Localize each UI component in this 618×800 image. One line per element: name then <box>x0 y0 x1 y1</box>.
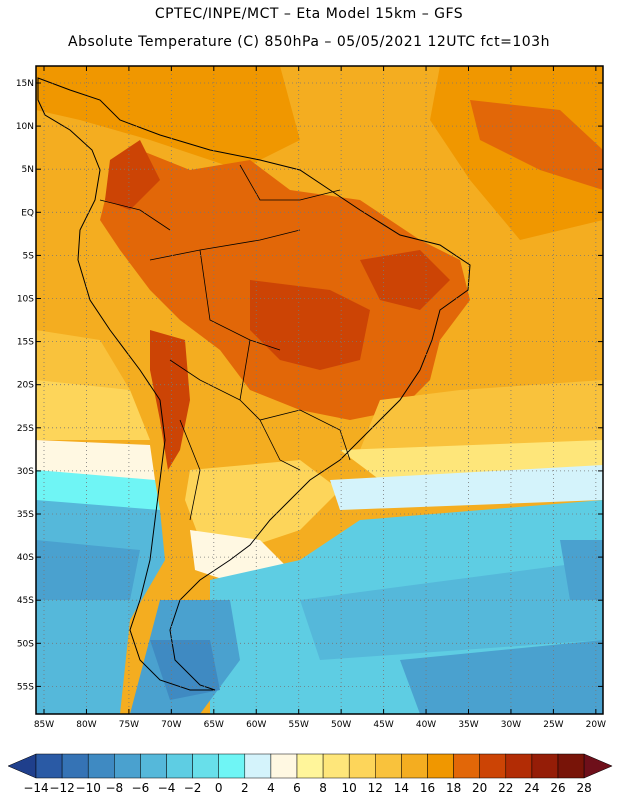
colorbar-swatch <box>35 753 63 779</box>
colorbar-swatch <box>322 753 350 779</box>
lat-label: 30S <box>17 467 34 477</box>
lon-label: 55W <box>289 720 309 730</box>
colorbar-swatch <box>401 753 428 779</box>
colorbar-label: −6 <box>132 781 150 795</box>
colorbar-label: −10 <box>76 781 101 795</box>
lat-label: 5S <box>23 251 35 261</box>
colorbar-swatch <box>192 753 219 779</box>
colorbar-label: 6 <box>293 781 301 795</box>
map-frame <box>35 65 604 715</box>
colorbar-swatch <box>244 753 272 779</box>
colorbar-label: 28 <box>576 781 591 795</box>
colorbar-label: 26 <box>550 781 565 795</box>
colorbar-swatch <box>296 753 324 779</box>
colorbar-swatch <box>427 753 454 779</box>
colorbar-label: 0 <box>215 781 223 795</box>
coastline <box>37 77 471 691</box>
colorbar-swatch <box>140 753 167 779</box>
colorbar-swatch <box>114 753 141 779</box>
colorbar-labels: −14 −12 −10 −8 −6 −4 −2 0 2 4 6 8 10 12 14 16 18 20 22 24 26… <box>23 781 591 795</box>
lon-label: 45W <box>373 720 393 730</box>
chart-title-line-2: Absolute Temperature (C) 850hPa – 05/05/… <box>68 34 550 50</box>
lat-label: 10S <box>17 295 34 305</box>
colorbar-swatch <box>557 753 585 779</box>
lat-label: 35S <box>17 510 34 520</box>
lon-label: 75W <box>119 720 139 730</box>
colorbar-label: 24 <box>524 781 539 795</box>
colorbar-swatch <box>479 753 507 779</box>
lat-label: 25S <box>17 424 34 434</box>
lon-label: 35W <box>458 720 478 730</box>
colorbar <box>7 753 613 779</box>
temperature-field <box>36 66 603 714</box>
colorbar-swatch <box>531 753 559 779</box>
colorbar-swatch <box>270 753 298 779</box>
colorbar-swatch <box>453 753 480 779</box>
colorbar-label: 18 <box>446 781 461 795</box>
colorbar-swatch <box>61 753 89 779</box>
colorbar-swatch <box>505 753 533 779</box>
lat-lon-grid <box>36 66 603 714</box>
lon-label: 80W <box>76 720 96 730</box>
lat-label: 40S <box>17 553 34 563</box>
colorbar-high-arrow <box>583 753 613 779</box>
colorbar-swatch <box>375 753 402 779</box>
lon-label: 30W <box>501 720 521 730</box>
lat-label: 5N <box>22 165 34 175</box>
colorbar-swatch <box>166 753 193 779</box>
colorbar-label: 10 <box>342 781 357 795</box>
colorbar-label: −8 <box>105 781 123 795</box>
lon-label: 65W <box>204 720 224 730</box>
country-borders <box>99 164 351 521</box>
lon-label: 50W <box>331 720 351 730</box>
lat-label: 55S <box>17 682 34 692</box>
lat-label: 15N <box>16 79 34 89</box>
colorbar-swatch <box>348 753 376 779</box>
lat-label: 15S <box>17 338 34 348</box>
colorbar-label: 20 <box>472 781 487 795</box>
latitude-labels: 15N 10N 5N EQ 5S 10S 15S 20S 25S 30S 35S 40S 45S 50S 5… <box>16 79 34 692</box>
colorbar-swatch <box>218 753 246 779</box>
lon-label: 60W <box>246 720 266 730</box>
chart-title-line-1: CPTEC/INPE/MCT – Eta Model 15km – GFS <box>154 6 464 22</box>
longitude-labels: 85W 80W 75W 70W 65W 60W 55W 50W 45W 40W 35W 30W 25W 2… <box>34 720 606 730</box>
colorbar-label: −2 <box>184 781 202 795</box>
lat-label: EQ <box>21 208 34 218</box>
lat-label: 20S <box>17 381 34 391</box>
lon-label: 85W <box>34 720 54 730</box>
lon-label: 70W <box>161 720 181 730</box>
lat-label: 50S <box>17 639 34 649</box>
colorbar-label: 16 <box>420 781 435 795</box>
colorbar-label: −14 <box>23 781 48 795</box>
colorbar-label: 12 <box>368 781 383 795</box>
colorbar-label: 14 <box>394 781 409 795</box>
colorbar-label: 22 <box>498 781 513 795</box>
colorbar-label: −12 <box>49 781 74 795</box>
lat-label: 10N <box>16 122 34 132</box>
colorbar-low-arrow <box>7 753 37 779</box>
lon-label: 25W <box>543 720 563 730</box>
axis-ticks <box>36 66 603 714</box>
colorbar-label: −4 <box>158 781 176 795</box>
colorbar-swatch <box>87 753 115 779</box>
lat-label: 45S <box>17 596 34 606</box>
colorbar-label: 4 <box>267 781 275 795</box>
lon-label: 20W <box>586 720 606 730</box>
lon-label: 40W <box>416 720 436 730</box>
colorbar-label: 8 <box>319 781 327 795</box>
colorbar-label: 2 <box>241 781 249 795</box>
